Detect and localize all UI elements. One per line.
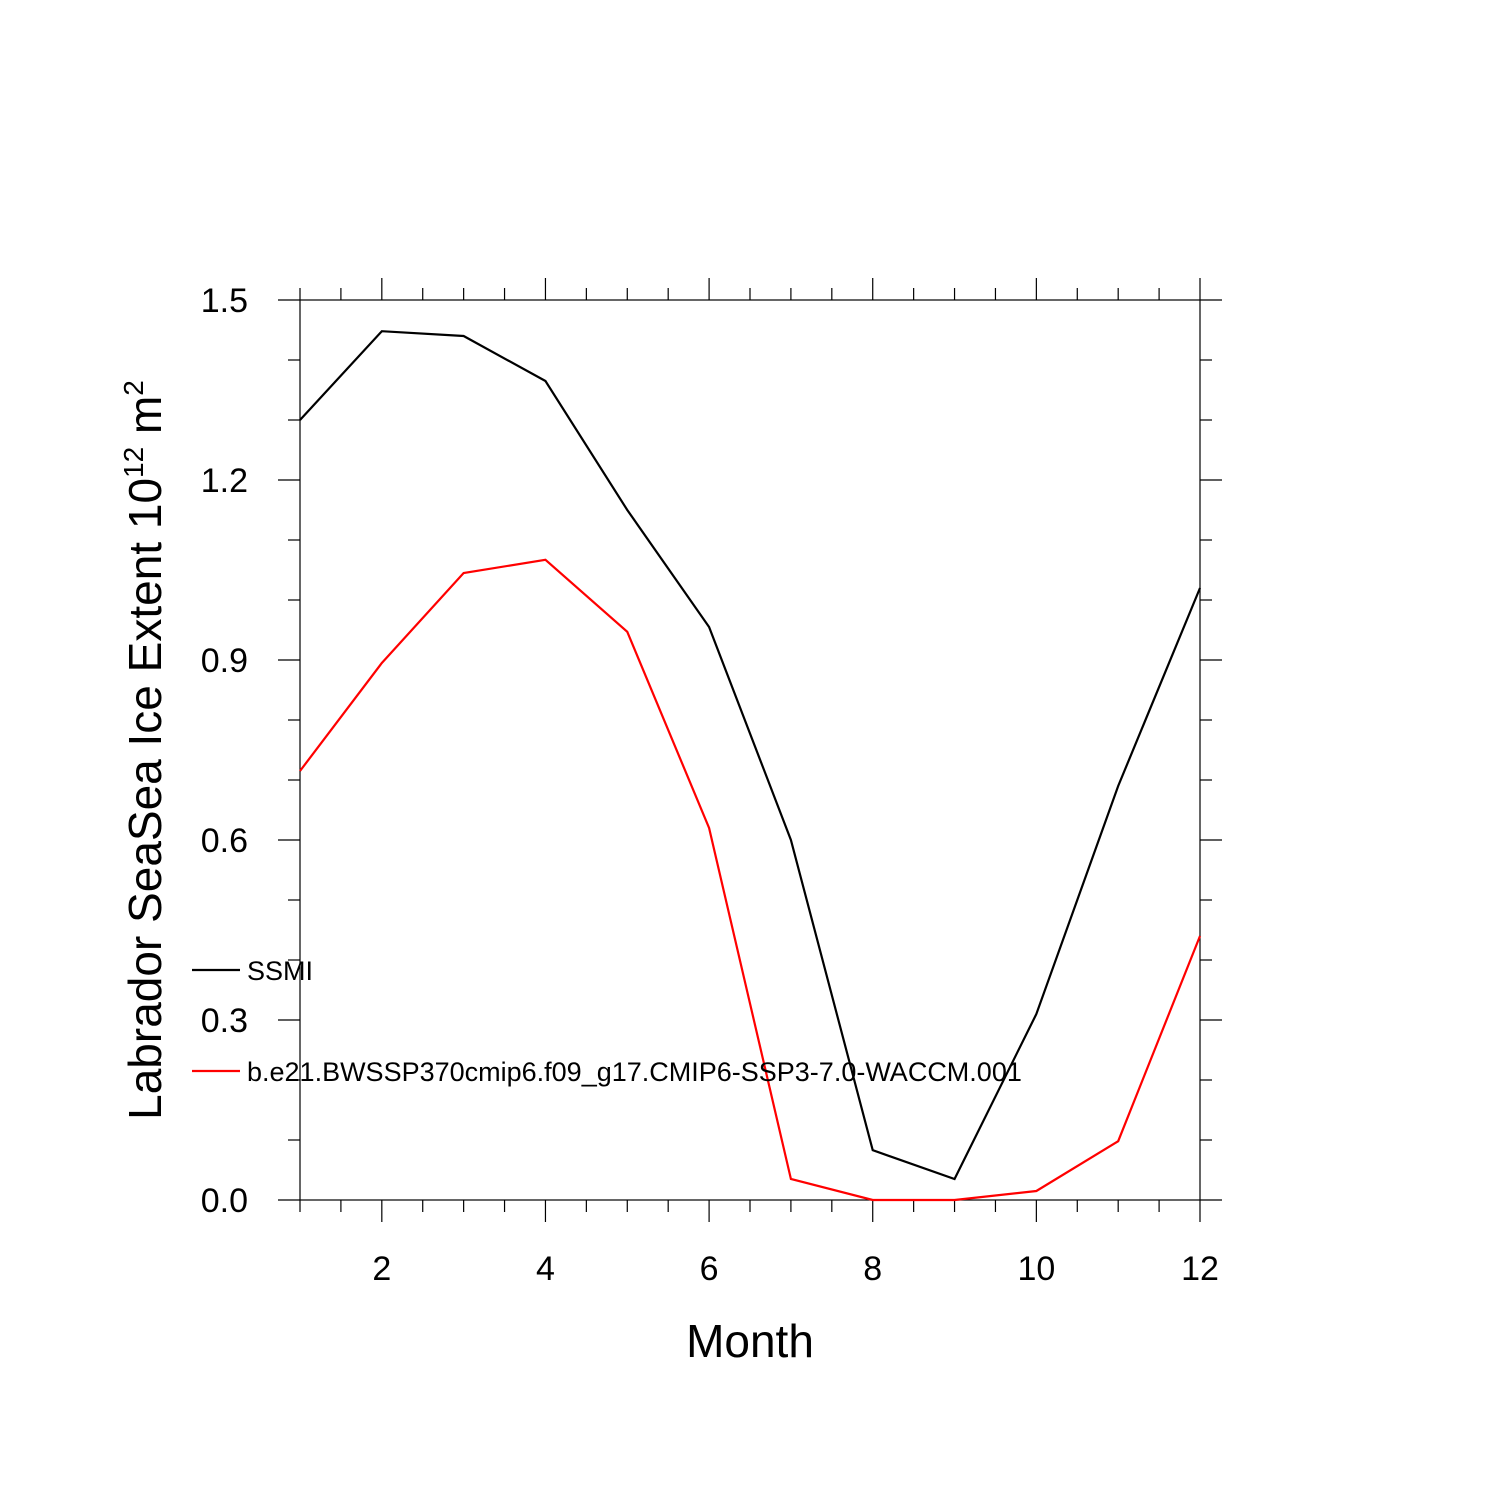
plot-frame [299, 299, 1201, 1201]
y-tick-label: 1.2 [201, 462, 248, 500]
axis-ticks [278, 278, 1222, 1222]
y-axis-label-exponent: 12 [118, 447, 149, 478]
legend: SSMI b.e21.BWSSP370cmip6.f09_g17.CMIP6-SS… [192, 956, 1022, 1087]
y-axis-label-unit-exponent: 2 [118, 380, 149, 396]
x-tick-label: 4 [536, 1250, 555, 1288]
x-tick-label: 12 [1181, 1250, 1219, 1288]
legend-label: SSMI [247, 956, 313, 986]
legend-label: b.e21.BWSSP370cmip6.f09_g17.CMIP6-SSP3-7… [247, 1057, 1022, 1087]
y-tick-label: 0.0 [201, 1182, 248, 1220]
x-axis-label: Month [686, 1315, 814, 1367]
series-line-2 [299, 558, 1202, 1202]
y-tick-label: 0.9 [201, 642, 248, 680]
y-axis-label: Labrador SeaSea Ice Extent 1012 m2 [118, 380, 171, 1120]
x-tick-label: 6 [700, 1250, 719, 1288]
y-axis-label-main: Labrador SeaSea Ice Extent 10 [119, 478, 171, 1120]
x-tick-label: 2 [372, 1250, 391, 1288]
x-tick-label: 10 [1017, 1250, 1055, 1288]
y-tick-label: 1.5 [201, 282, 248, 320]
series-lines [299, 330, 1202, 1202]
x-tick-label: 8 [863, 1250, 882, 1288]
y-tick-label: 0.3 [201, 1002, 248, 1040]
y-tick-label: 0.6 [201, 822, 248, 860]
y-axis-label-unit: m [119, 396, 171, 447]
tick-labels: 2 4 6 8 10 12 0.0 0.3 0.6 0.9 1.2 1.5 [201, 282, 1219, 1288]
series-line-1 [299, 330, 1202, 1181]
